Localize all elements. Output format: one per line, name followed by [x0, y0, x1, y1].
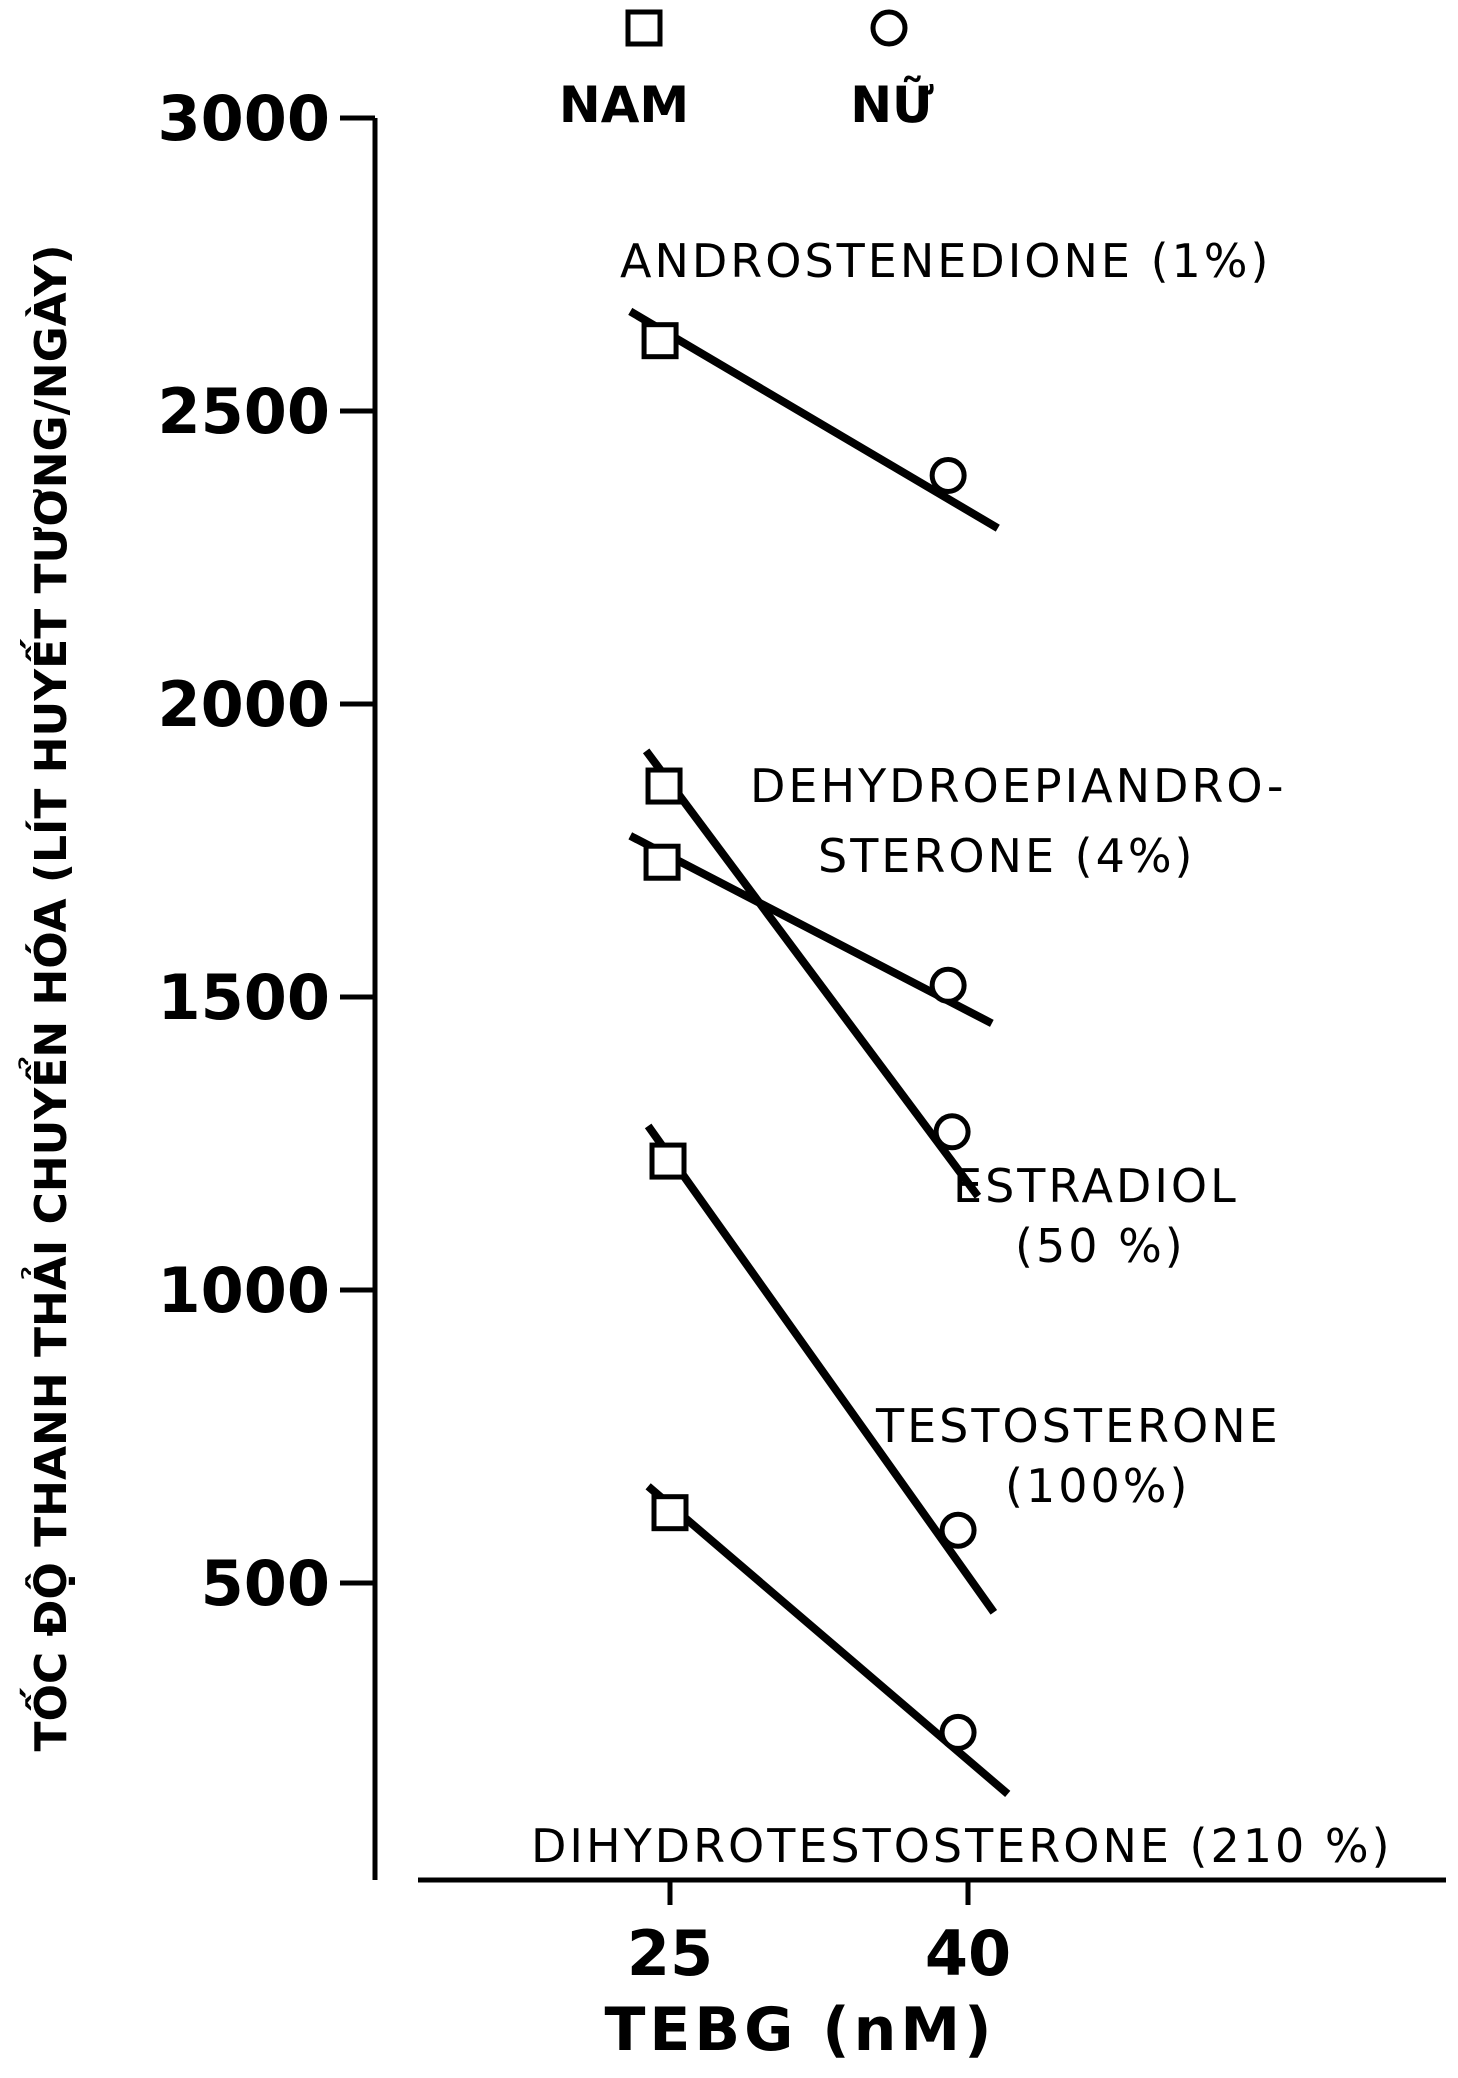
square-marker [625, 9, 663, 47]
y-tick-label: 2000 [157, 668, 330, 741]
series-label: (50 %) [1015, 1219, 1186, 1273]
series-label: DIHYDROTESTOSTERONE (210 %) [531, 1819, 1393, 1873]
circle-marker [929, 966, 967, 1004]
x-axis-label: TEBG (nM) [604, 1995, 995, 2065]
square-marker [651, 1494, 689, 1532]
y-ticks: 500 1000 1500 2000 2500 3000 [157, 82, 375, 1620]
x-ticks: 25 40 [627, 1880, 1011, 1990]
series-labels: ANDROSTENEDIONE (1%) DEHYDROEPIANDRO- STER… [531, 234, 1393, 1873]
circle-marker [939, 1713, 977, 1751]
series-markers [641, 322, 977, 1751]
square-marker [649, 1142, 687, 1180]
y-tick-label: 1500 [157, 961, 330, 1034]
series-lines [628, 307, 1011, 1797]
series-label: ANDROSTENEDIONE (1%) [620, 234, 1271, 288]
y-tick-label: 2500 [157, 375, 330, 448]
y-axis-label: TỐC ĐỘ THANH THẢI CHUYỂN HÓA (LÍT HUYẾT … [17, 245, 77, 1752]
series-line [628, 307, 1000, 532]
series-label: (100%) [1005, 1459, 1190, 1513]
series-label: DEHYDROEPIANDRO- [750, 759, 1286, 813]
circle-marker [939, 1511, 977, 1549]
square-marker [645, 767, 683, 805]
series-line [642, 748, 982, 1199]
circle-marker [870, 9, 908, 47]
y-tick-label: 1000 [157, 1254, 330, 1327]
x-tick-label: 40 [925, 1917, 1011, 1990]
y-tick-label: 3000 [157, 82, 330, 155]
legend-label: NAM [559, 76, 689, 134]
y-tick-label: 500 [201, 1547, 330, 1620]
square-marker [641, 322, 679, 360]
series-label: STERONE (4%) [818, 829, 1196, 883]
legend-label: NỮ [850, 75, 934, 134]
axes [372, 118, 1446, 1883]
series-label: ESTRADIOL [953, 1159, 1239, 1213]
square-marker [643, 843, 681, 881]
circle-marker [929, 456, 967, 494]
series-label: TESTOSTERONE [875, 1399, 1281, 1453]
circle-marker [933, 1113, 971, 1151]
x-tick-label: 25 [627, 1917, 713, 1990]
legend: NAM NỮ [559, 9, 934, 134]
series-line [644, 1123, 998, 1615]
